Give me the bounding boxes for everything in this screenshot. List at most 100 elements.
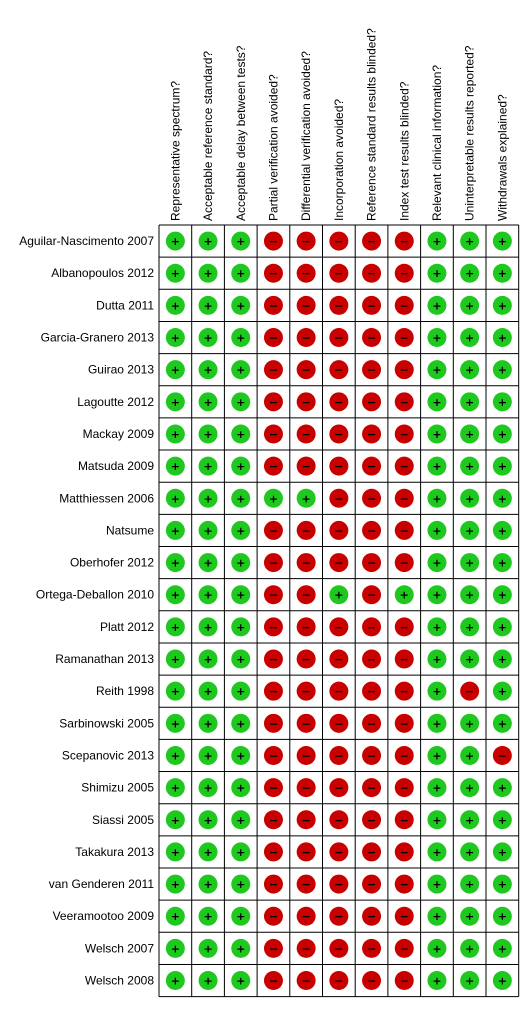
judgement-symbol: −	[302, 364, 311, 377]
high-risk-mark: −	[263, 971, 283, 991]
low-risk-mark: +	[460, 874, 480, 894]
high-risk-mark: −	[362, 681, 382, 701]
judgement-circle	[460, 842, 480, 862]
low-risk-mark: +	[165, 971, 185, 991]
low-risk-mark: +	[427, 585, 447, 605]
judgement-symbol: +	[465, 717, 474, 730]
judgement-circle	[165, 360, 185, 380]
judgement-circle	[165, 938, 185, 958]
high-risk-mark: −	[296, 713, 316, 733]
low-risk-mark: +	[427, 681, 447, 701]
judgement-circle	[296, 938, 316, 958]
low-risk-mark: +	[165, 745, 185, 765]
judgement-circle	[165, 649, 185, 669]
judgement-circle	[427, 617, 447, 637]
judgement-circle	[296, 778, 316, 798]
judgement-circle	[165, 392, 185, 412]
low-risk-mark: +	[492, 231, 512, 251]
judgement-symbol: −	[400, 396, 409, 409]
judgement-circle	[427, 263, 447, 283]
judgement-circle	[460, 745, 480, 765]
judgement-circle	[427, 328, 447, 348]
judgement-symbol: +	[432, 878, 441, 891]
judgement-circle	[329, 874, 349, 894]
judgement-circle	[165, 328, 185, 348]
judgement-symbol: +	[498, 396, 507, 409]
judgement-symbol: +	[432, 396, 441, 409]
judgement-symbol: −	[367, 267, 376, 280]
high-risk-mark: −	[329, 328, 349, 348]
judgement-circle	[362, 971, 382, 991]
judgement-symbol: +	[203, 235, 212, 248]
judgement-symbol: +	[171, 846, 180, 859]
judgement-symbol: +	[236, 557, 245, 570]
high-risk-mark: −	[394, 424, 414, 444]
low-risk-mark: +	[231, 520, 251, 540]
judgement-symbol: −	[334, 428, 343, 441]
judgement-symbol: +	[465, 942, 474, 955]
judgement-circle	[460, 424, 480, 444]
judgement-symbol: −	[367, 685, 376, 698]
judgement-circle	[231, 713, 251, 733]
column-label: Uninterpretable results reported?	[463, 45, 477, 221]
low-risk-mark: +	[231, 649, 251, 669]
judgement-circle	[394, 231, 414, 251]
judgement-circle	[362, 456, 382, 476]
judgement-symbol: +	[498, 717, 507, 730]
low-risk-mark: +	[165, 649, 185, 669]
judgement-circle	[460, 906, 480, 926]
judgement-symbol: +	[203, 557, 212, 570]
judgement-circle	[362, 263, 382, 283]
judgement-symbol: +	[236, 235, 245, 248]
judgement-symbol: +	[334, 589, 343, 602]
low-risk-mark: +	[165, 520, 185, 540]
high-risk-mark: −	[296, 810, 316, 830]
judgement-circle	[460, 520, 480, 540]
low-risk-mark: +	[198, 842, 218, 862]
study-label: Welsch 2008	[85, 974, 154, 988]
low-risk-mark: +	[427, 520, 447, 540]
judgement-symbol: −	[367, 846, 376, 859]
judgement-circle	[165, 295, 185, 315]
judgement-circle	[165, 585, 185, 605]
judgement-circle	[427, 874, 447, 894]
table-grid	[158, 224, 520, 998]
judgement-circle	[263, 585, 283, 605]
high-risk-mark: −	[394, 810, 414, 830]
judgement-circle	[329, 520, 349, 540]
judgement-symbol: +	[465, 910, 474, 923]
judgement-symbol: −	[269, 814, 278, 827]
judgement-circle	[231, 874, 251, 894]
judgement-circle	[362, 906, 382, 926]
judgement-circle	[296, 424, 316, 444]
low-risk-mark: +	[492, 906, 512, 926]
judgement-symbol: −	[367, 364, 376, 377]
judgement-circle	[263, 553, 283, 573]
high-risk-mark: −	[263, 681, 283, 701]
judgement-circle	[492, 392, 512, 412]
judgement-symbol: −	[400, 782, 409, 795]
high-risk-mark: −	[296, 295, 316, 315]
judgement-symbol: −	[334, 492, 343, 505]
judgement-circle	[427, 392, 447, 412]
low-risk-mark: +	[165, 778, 185, 798]
high-risk-mark: −	[362, 874, 382, 894]
low-risk-mark: +	[460, 971, 480, 991]
judgement-symbol: −	[334, 332, 343, 345]
low-risk-mark: +	[427, 938, 447, 958]
judgement-circle	[362, 938, 382, 958]
high-risk-mark: −	[296, 681, 316, 701]
judgement-circle	[329, 360, 349, 380]
judgement-circle	[492, 295, 512, 315]
high-risk-mark: −	[329, 488, 349, 508]
judgement-circle	[427, 360, 447, 380]
judgement-circle	[329, 585, 349, 605]
judgement-circle	[198, 778, 218, 798]
judgement-circle	[394, 617, 414, 637]
judgement-circle	[394, 295, 414, 315]
low-risk-mark: +	[231, 617, 251, 637]
judgement-circle	[362, 585, 382, 605]
judgement-symbol: +	[465, 332, 474, 345]
judgement-circle	[296, 681, 316, 701]
judgement-circle	[394, 263, 414, 283]
